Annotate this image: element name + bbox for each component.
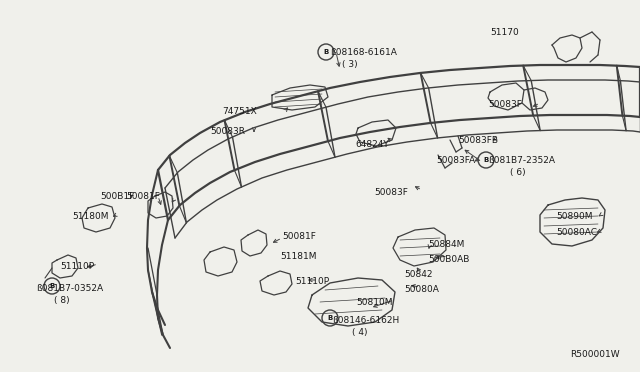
Text: ( 4): ( 4) [352, 328, 367, 337]
Text: 51180M: 51180M [72, 212, 109, 221]
Text: ß081B7-0352A: ß081B7-0352A [36, 284, 103, 293]
Text: ß081B7-2352A: ß081B7-2352A [488, 156, 555, 165]
Text: 50083R: 50083R [210, 127, 245, 136]
Text: ( 8): ( 8) [54, 296, 70, 305]
Text: 50842: 50842 [404, 270, 433, 279]
Text: 50081F: 50081F [282, 232, 316, 241]
Text: B: B [49, 283, 54, 289]
Text: 50080A: 50080A [404, 285, 439, 294]
Text: ß08146-6162H: ß08146-6162H [332, 316, 399, 325]
Text: ( 6): ( 6) [510, 168, 525, 177]
Text: 500B1F: 500B1F [100, 192, 134, 201]
Text: B: B [483, 157, 488, 163]
Text: 51170: 51170 [490, 28, 519, 37]
Text: 50083FA: 50083FA [436, 156, 475, 165]
Text: 51110P: 51110P [60, 262, 94, 271]
Text: ( 3): ( 3) [342, 60, 358, 69]
Text: 50081F: 50081F [126, 192, 160, 201]
Text: 51181M: 51181M [280, 252, 317, 261]
Text: 50080AC: 50080AC [556, 228, 597, 237]
Text: 50884M: 50884M [428, 240, 465, 249]
Text: 50810M: 50810M [356, 298, 392, 307]
Text: 50083FB: 50083FB [458, 136, 498, 145]
Text: ß08168-6161A: ß08168-6161A [330, 48, 397, 57]
Text: 50083F: 50083F [374, 188, 408, 197]
Text: 74751X: 74751X [222, 107, 257, 116]
Text: 50890M: 50890M [556, 212, 593, 221]
Text: 50083F: 50083F [488, 100, 522, 109]
Text: 64824Y: 64824Y [355, 140, 388, 149]
Text: 500B0AB: 500B0AB [428, 255, 469, 264]
Text: 51110P: 51110P [295, 277, 329, 286]
Text: B: B [323, 49, 328, 55]
Text: B: B [328, 315, 333, 321]
Text: R500001W: R500001W [570, 350, 620, 359]
